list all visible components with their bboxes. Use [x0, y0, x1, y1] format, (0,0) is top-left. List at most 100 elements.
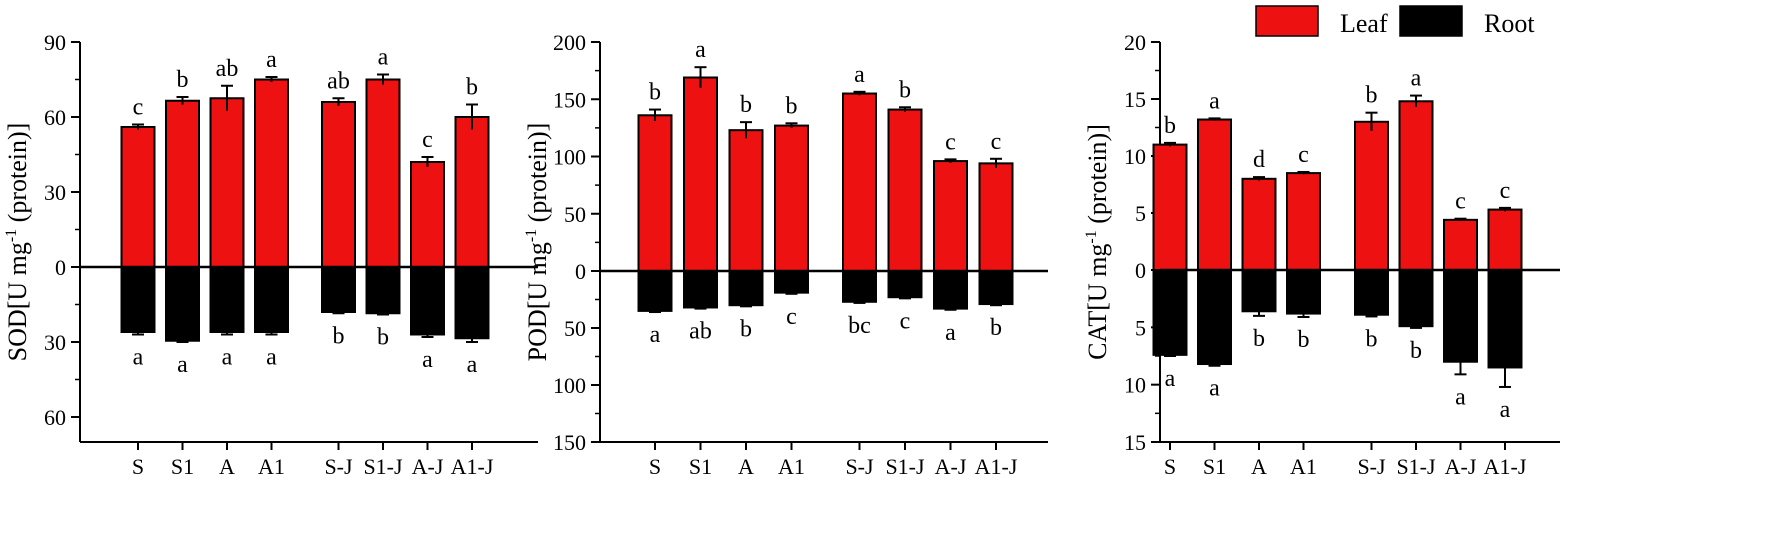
x-tick-label: A1-J: [451, 454, 494, 479]
y-tick-label: 0: [55, 255, 66, 280]
letter-root: a: [422, 347, 433, 373]
bar-leaf: [254, 78, 289, 268]
letter-root: c: [786, 304, 797, 330]
letter-leaf: c: [991, 129, 1002, 155]
x-tick-label: A: [738, 454, 754, 479]
bar-root: [1197, 269, 1232, 366]
bar-leaf: [120, 126, 156, 268]
letter-leaf: b: [1366, 83, 1378, 109]
x-tick-label: A-J: [1445, 454, 1477, 479]
letter-leaf: a: [854, 62, 865, 88]
y-axis-label: POD[U mg-1 (protein)]: [523, 123, 552, 362]
y-tick-label: 5: [1135, 315, 1146, 340]
letter-leaf: b: [177, 67, 189, 93]
bar-leaf: [1487, 208, 1523, 271]
y-tick-label: 50: [564, 316, 586, 341]
bar-root: [321, 266, 356, 313]
y-tick-label: 0: [575, 259, 586, 284]
letter-root: b: [740, 316, 752, 342]
letter-leaf: b: [740, 92, 752, 118]
bar-root: [1443, 269, 1478, 363]
bar-leaf: [321, 101, 356, 268]
legend: Leaf Root: [1255, 5, 1535, 38]
y-axis-label: SOD[U mg-1 (protein)]: [3, 123, 32, 362]
bar-leaf: [1241, 177, 1277, 271]
panels: 90 60 30 0 30 60 SOD[U mg-1 (protein)] c a Sb a S1 a…: [3, 30, 1560, 479]
letter-root: b: [1298, 327, 1310, 353]
x-tick-label: A-J: [935, 454, 967, 479]
bar-leaf: [978, 162, 1014, 272]
bar-root: [774, 270, 809, 294]
bar-root: [887, 270, 923, 299]
letter-root: b: [1410, 338, 1422, 364]
y-tick-label: 15: [1124, 430, 1146, 455]
legend-label-leaf: Leaf: [1340, 9, 1388, 38]
bar-leaf: [365, 78, 401, 268]
bar-root: [209, 266, 245, 333]
y-tick-label: 200: [553, 30, 586, 55]
x-tick-label: S1: [171, 454, 194, 479]
bar-leaf: [1197, 118, 1232, 271]
letter-root: b: [377, 325, 389, 351]
bar-root: [637, 270, 673, 312]
letter-root: a: [133, 345, 144, 371]
letter-leaf: c: [133, 95, 144, 121]
letter-leaf: b: [466, 75, 478, 101]
letter-root: c: [900, 308, 911, 334]
bar-leaf: [1354, 120, 1389, 271]
letter-root: a: [1165, 366, 1176, 392]
y-tick-label: 10: [1124, 144, 1146, 169]
y-tick-label: 50: [564, 202, 586, 227]
bar-root: [454, 266, 490, 340]
bar-root: [1286, 269, 1321, 315]
bar-leaf: [410, 161, 445, 268]
letter-leaf: ab: [216, 56, 239, 82]
bar-root: [933, 270, 968, 310]
bar-leaf: [209, 97, 245, 268]
bar-leaf: [1398, 100, 1434, 271]
letter-root: bc: [848, 313, 871, 339]
panel-sod: 90 60 30 0 30 60 SOD[U mg-1 (protein)] c a Sb a S1 a…: [3, 30, 538, 479]
x-tick-label: S-J: [845, 454, 874, 479]
x-tick-label: A1-J: [1484, 454, 1527, 479]
x-tick-label: A1: [258, 454, 285, 479]
x-tick-label: S1-J: [885, 454, 925, 479]
bar-root: [254, 266, 289, 333]
y-tick-label: 30: [44, 330, 66, 355]
letter-leaf: d: [1253, 147, 1265, 173]
y-axis-label: CAT[U mg-1 (protein)]: [1083, 124, 1112, 360]
letter-root: b: [333, 323, 345, 349]
letter-root: b: [1253, 326, 1265, 352]
y-tick-label: 60: [44, 105, 66, 130]
letter-root: a: [177, 352, 188, 378]
y-tick-label: 15: [1124, 87, 1146, 112]
letter-leaf: ab: [327, 68, 350, 94]
letter-root: b: [1366, 326, 1378, 352]
bar-leaf: [1443, 218, 1478, 271]
bar-root: [1487, 269, 1523, 369]
bar-leaf: [165, 99, 200, 268]
bar-root: [978, 270, 1014, 306]
bar-root: [1398, 269, 1434, 328]
letter-leaf: b: [899, 77, 911, 103]
letter-leaf: c: [945, 129, 956, 155]
y-tick-label: 150: [553, 87, 586, 112]
legend-swatch-leaf: [1255, 5, 1319, 37]
bar-root: [1241, 269, 1277, 313]
letter-leaf: c: [422, 127, 433, 153]
letter-root: b: [990, 315, 1002, 341]
letter-root: a: [650, 322, 661, 348]
x-tick-label: S-J: [1357, 454, 1386, 479]
letter-root: a: [1455, 384, 1466, 410]
bar-root: [410, 266, 445, 336]
letter-leaf: a: [266, 47, 277, 73]
x-tick-label: S-J: [324, 454, 353, 479]
bar-leaf: [1286, 172, 1321, 272]
letter-leaf: c: [1500, 178, 1511, 204]
x-tick-label: S: [649, 454, 661, 479]
bar-leaf: [887, 108, 923, 273]
bar-leaf: [933, 160, 968, 272]
letter-root: a: [266, 345, 277, 371]
x-tick-label: S1: [1203, 454, 1226, 479]
